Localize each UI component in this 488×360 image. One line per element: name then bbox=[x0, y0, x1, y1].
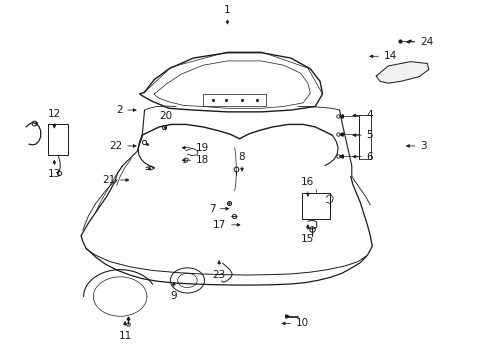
Text: 15: 15 bbox=[301, 234, 314, 244]
Text: 5: 5 bbox=[366, 130, 372, 140]
Text: 23: 23 bbox=[212, 270, 225, 280]
Text: 22: 22 bbox=[109, 141, 122, 151]
Text: 11: 11 bbox=[118, 330, 131, 341]
Text: 20: 20 bbox=[159, 111, 172, 121]
Text: 8: 8 bbox=[238, 152, 245, 162]
Text: 14: 14 bbox=[383, 51, 396, 61]
Text: 10: 10 bbox=[295, 319, 308, 328]
Text: 16: 16 bbox=[301, 177, 314, 187]
Text: 2: 2 bbox=[116, 105, 122, 115]
Text: 1: 1 bbox=[224, 5, 230, 15]
Text: 19: 19 bbox=[195, 143, 208, 153]
Text: 4: 4 bbox=[366, 111, 372, 121]
Text: 21: 21 bbox=[102, 175, 115, 185]
Text: 24: 24 bbox=[419, 37, 432, 47]
Text: 17: 17 bbox=[213, 220, 226, 230]
Polygon shape bbox=[375, 62, 428, 83]
Text: 7: 7 bbox=[208, 204, 215, 214]
Text: 6: 6 bbox=[366, 152, 372, 162]
Text: 12: 12 bbox=[48, 109, 61, 119]
Text: 3: 3 bbox=[419, 141, 426, 151]
Text: 18: 18 bbox=[195, 155, 208, 165]
Text: 13: 13 bbox=[48, 169, 61, 179]
Text: 9: 9 bbox=[170, 291, 177, 301]
